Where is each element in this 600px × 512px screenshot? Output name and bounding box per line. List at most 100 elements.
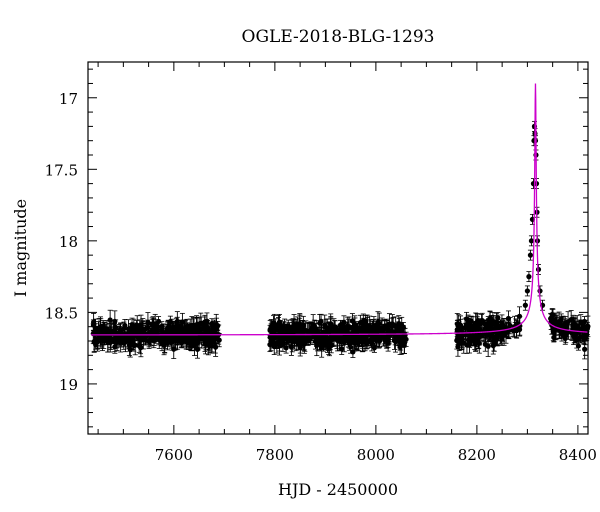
data-point: [281, 327, 287, 333]
data-point: [537, 288, 543, 294]
data-point: [301, 327, 307, 333]
data-point: [216, 337, 222, 343]
data-point: [577, 334, 583, 341]
data-point: [375, 319, 381, 325]
data-point: [394, 327, 400, 333]
data-point: [277, 338, 283, 344]
data-point: [516, 313, 523, 319]
data-point: [318, 318, 324, 324]
plot-frame: [87, 61, 589, 435]
data-point: [353, 336, 359, 342]
data-point: [572, 322, 578, 328]
data-point: [275, 323, 282, 329]
y-tick-label: 17: [59, 90, 78, 108]
data-point: [270, 320, 277, 326]
data-point: [352, 321, 358, 328]
data-point: [188, 329, 195, 335]
data-point: [285, 324, 291, 331]
data-point: [159, 340, 165, 346]
data-point: [182, 335, 188, 341]
data-point: [155, 324, 161, 330]
data-point: [289, 339, 295, 345]
data-point: [199, 336, 205, 342]
data-point: [136, 343, 142, 349]
data-point: [113, 324, 119, 331]
data-point: [376, 332, 382, 338]
data-point: [350, 349, 356, 355]
data-point: [153, 328, 159, 334]
data-point: [487, 332, 493, 338]
data-point: [321, 338, 327, 344]
data-point: [107, 317, 113, 323]
data-point: [522, 302, 528, 308]
data-point: [455, 344, 461, 350]
data-point: [476, 335, 482, 341]
data-point: [99, 337, 106, 343]
data-point: [300, 338, 307, 344]
data-point: [288, 344, 295, 350]
data-point: [455, 322, 461, 328]
data-point: [195, 339, 201, 345]
data-point: [179, 319, 186, 325]
x-axis-label: HJD - 2450000: [278, 480, 398, 499]
data-point: [205, 325, 211, 331]
data-point: [267, 342, 273, 348]
data-point: [488, 320, 494, 327]
data-point: [369, 325, 376, 331]
data-point: [551, 334, 557, 341]
data-point: [125, 326, 132, 332]
data-point: [457, 335, 463, 341]
data-point: [386, 321, 393, 327]
x-tick-label: 7800: [256, 446, 294, 464]
data-point: [204, 318, 210, 324]
data-point: [131, 332, 137, 339]
data-point: [341, 319, 347, 325]
data-point: [215, 323, 221, 329]
y-axis-label: I magnitude: [11, 199, 30, 297]
data-point: [294, 337, 300, 343]
data-point: [495, 315, 501, 321]
data-point: [297, 322, 303, 328]
data-point: [334, 336, 340, 342]
data-point: [568, 317, 574, 323]
data-point: [167, 318, 173, 325]
data-point: [341, 338, 347, 345]
data-point: [210, 330, 216, 336]
data-point: [139, 327, 145, 333]
x-tick-label: 8400: [559, 446, 597, 464]
data-point: [526, 274, 532, 280]
y-tick-label: 18: [59, 233, 78, 251]
data-point: [171, 346, 177, 352]
data-point: [350, 331, 356, 337]
data-point: [94, 337, 100, 343]
data-point: [132, 325, 138, 331]
data-point: [105, 338, 111, 344]
y-tick-label: 19: [59, 376, 78, 394]
data-point: [188, 343, 195, 349]
data-point: [476, 340, 482, 346]
model-curve: [91, 83, 589, 336]
data-point: [528, 238, 535, 244]
data-point: [286, 334, 292, 340]
y-tick-label: 17.5: [45, 161, 78, 179]
data-point: [372, 335, 378, 342]
data-point: [212, 344, 218, 350]
data-point: [485, 343, 491, 349]
data-point: [466, 324, 472, 330]
y-tick-label: 18.5: [45, 304, 78, 322]
data-point: [495, 330, 501, 337]
data-point: [199, 326, 205, 332]
axis-ticks: 7600 7800 8000 8200 8400 17 17.5 18 18.5 19: [45, 62, 597, 464]
data-point: [527, 252, 534, 258]
data-point: [339, 346, 345, 352]
data-point: [384, 325, 390, 332]
data-point: [177, 327, 183, 333]
data-point: [310, 322, 316, 328]
data-point: [165, 324, 172, 330]
data-point: [144, 324, 151, 331]
data-point: [159, 323, 165, 330]
data-point: [482, 326, 488, 332]
data-points: [90, 120, 591, 360]
data-point: [369, 340, 375, 346]
